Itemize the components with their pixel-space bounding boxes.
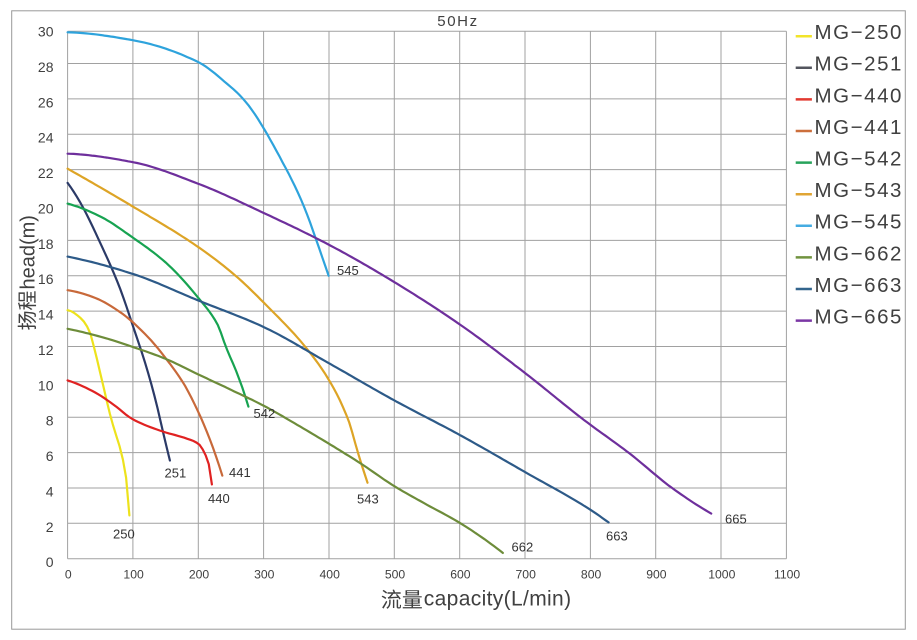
svg-text:900: 900 [646,568,667,582]
svg-text:MG−542: MG−542 [815,148,904,171]
svg-text:MG−441: MG−441 [815,116,904,139]
svg-text:662: 662 [512,539,534,554]
svg-text:8: 8 [46,413,54,429]
svg-text:head(m): head(m) [18,215,40,289]
svg-text:441: 441 [229,465,251,480]
svg-text:1000: 1000 [708,568,735,582]
svg-text:4: 4 [46,484,54,500]
svg-text:250: 250 [113,526,135,541]
svg-text:300: 300 [254,568,275,582]
svg-text:100: 100 [123,568,144,582]
svg-text:24: 24 [38,130,54,146]
svg-text:MG−543: MG−543 [815,179,904,202]
svg-text:16: 16 [38,271,54,287]
svg-text:10: 10 [38,377,54,393]
svg-text:MG−663: MG−663 [815,274,904,297]
svg-text:543: 543 [357,492,379,507]
svg-text:400: 400 [320,568,341,582]
svg-text:700: 700 [516,568,537,582]
svg-text:665: 665 [725,512,747,527]
svg-text:0: 0 [65,568,72,582]
svg-text:1100: 1100 [774,568,800,582]
svg-text:MG−545: MG−545 [815,211,904,234]
svg-text:800: 800 [581,568,602,582]
svg-text:14: 14 [38,307,54,323]
svg-text:6: 6 [46,448,54,464]
svg-text:2: 2 [46,519,54,535]
svg-text:500: 500 [385,568,406,582]
svg-text:30: 30 [38,23,54,39]
svg-text:28: 28 [38,59,54,75]
svg-text:0: 0 [46,554,54,570]
svg-text:MG−665: MG−665 [815,306,904,329]
svg-text:600: 600 [450,568,471,582]
svg-text:663: 663 [606,528,628,543]
svg-text:18: 18 [38,236,54,252]
svg-text:MG−251: MG−251 [815,53,904,76]
svg-text:12: 12 [38,342,54,358]
svg-text:440: 440 [208,491,230,506]
svg-text:542: 542 [254,406,276,421]
svg-text:MG−440: MG−440 [815,84,904,107]
svg-text:26: 26 [38,94,54,110]
svg-text:22: 22 [38,165,54,181]
svg-text:545: 545 [337,263,359,278]
svg-text:200: 200 [189,568,210,582]
svg-text:251: 251 [165,466,187,481]
svg-text:MG−662: MG−662 [815,242,904,265]
svg-text:20: 20 [38,201,54,217]
svg-text:MG−250: MG−250 [815,21,904,44]
svg-text:capacity(L/min): capacity(L/min) [424,587,572,610]
svg-text:50Hz: 50Hz [437,13,478,30]
